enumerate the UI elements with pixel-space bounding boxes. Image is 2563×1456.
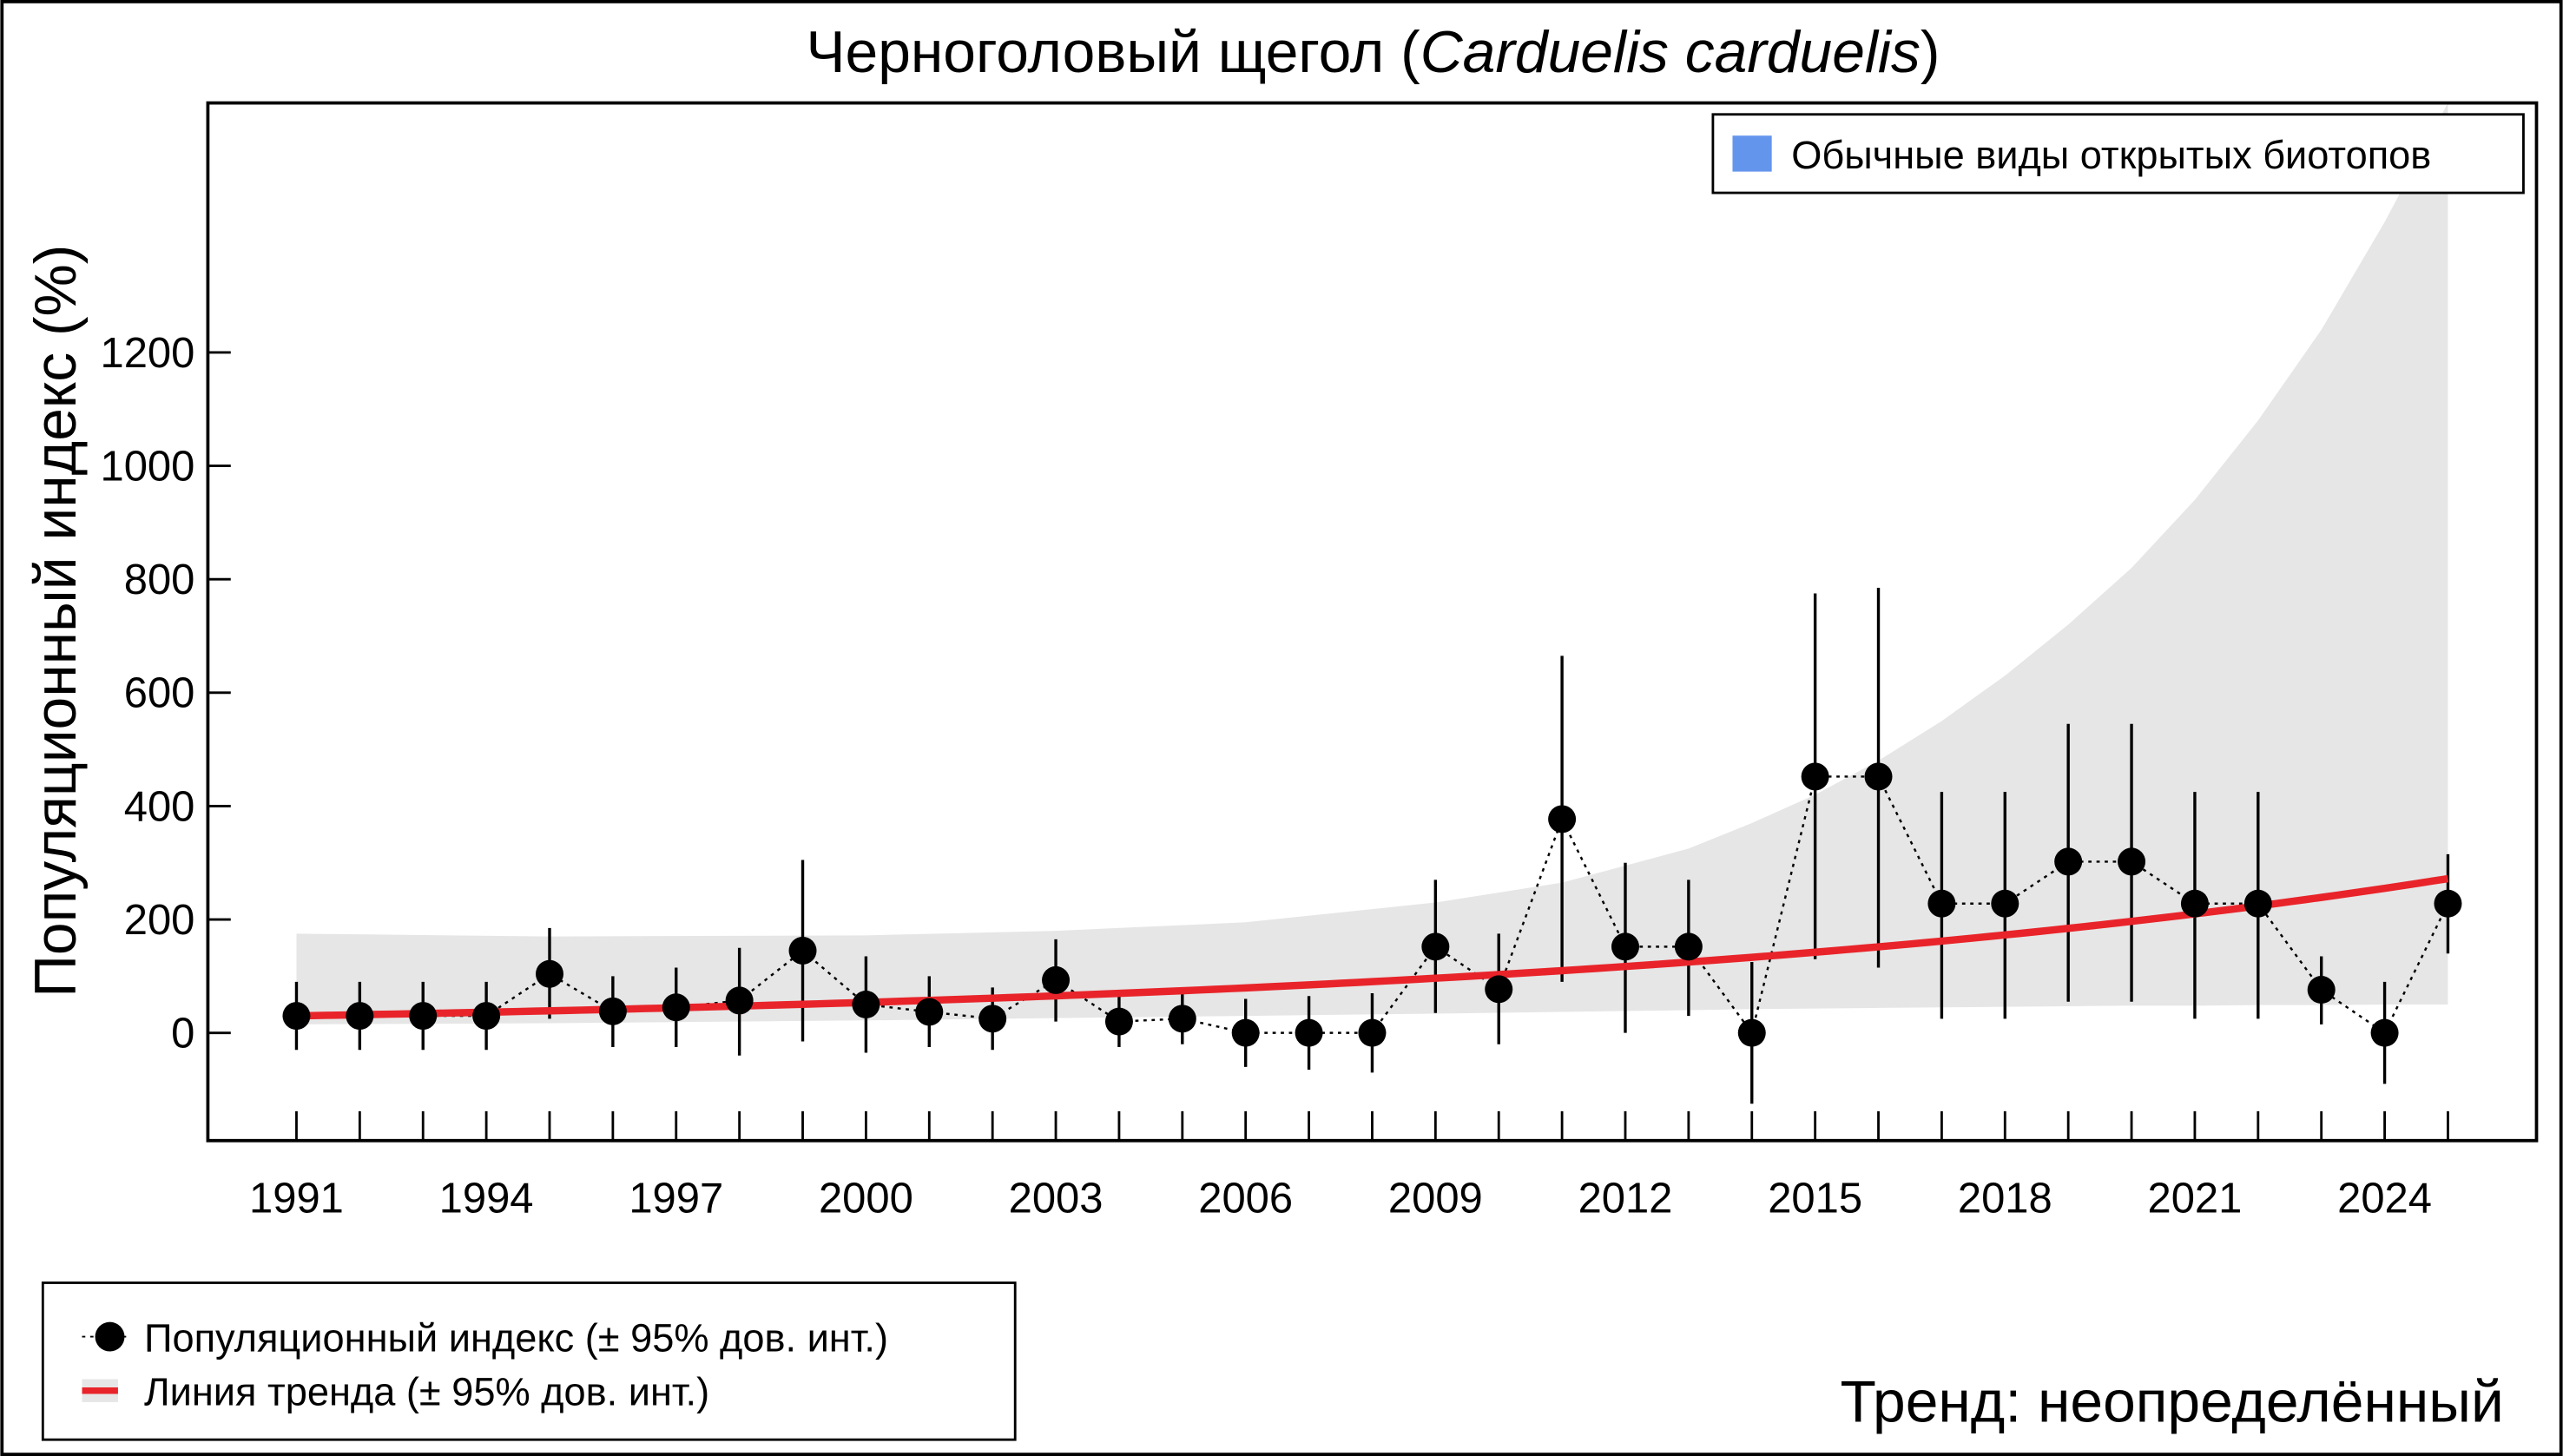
index-point: [2118, 847, 2146, 876]
index-point: [852, 991, 880, 1018]
index-point: [1927, 889, 1956, 918]
index-point: [1548, 805, 1577, 833]
index-point: [915, 998, 944, 1026]
index-point: [1295, 1018, 1323, 1047]
y-tick-label: 600: [124, 670, 195, 717]
index-point: [1864, 762, 1893, 791]
y-tick-label: 1000: [101, 443, 195, 490]
index-point: [282, 1002, 311, 1031]
index-point: [535, 959, 563, 988]
index-point: [1104, 1007, 1133, 1036]
x-tick-label: 1997: [629, 1176, 723, 1222]
x-tick-label: 2000: [819, 1176, 913, 1222]
chart-title: Черноголовый щегол (Carduelis carduelis): [806, 20, 1940, 85]
y-tick-label: 1200: [101, 330, 195, 377]
trend-status: Тренд: неопределённый: [1840, 1369, 2503, 1434]
series-legend: Популяционный индекс (± 95% дов. инт.) Л…: [41, 1281, 1017, 1441]
index-point: [1042, 965, 1071, 994]
x-tick-label: 2006: [1198, 1176, 1293, 1222]
index-point: [1421, 932, 1450, 961]
x-tick-label: 2021: [2148, 1176, 2243, 1222]
index-point: [472, 1002, 501, 1031]
index-legend-marker: [95, 1321, 125, 1352]
x-tick-label: 2015: [1768, 1176, 1862, 1222]
x-tick-label: 2003: [1009, 1176, 1104, 1222]
index-point: [725, 986, 754, 1015]
index-point: [1168, 1005, 1196, 1033]
index-point: [1801, 762, 1829, 791]
index-point: [1991, 889, 2019, 918]
habitat-color-swatch: [1732, 135, 1772, 172]
index-point: [346, 1002, 374, 1031]
index-point: [1485, 975, 1513, 1004]
habitat-legend: Обычные виды открытых биотопов: [1711, 113, 2525, 194]
index-point: [1737, 1018, 1766, 1047]
y-tick-label: 800: [124, 557, 195, 603]
index-point: [2434, 889, 2462, 918]
index-point: [662, 993, 690, 1022]
plot-area: 1991 1994 1997 2000 2003 2006 2009 2012 2015 2018…: [101, 102, 2462, 1222]
index-point: [2054, 847, 2083, 876]
x-tick-label: 2009: [1388, 1176, 1483, 1222]
plot-frame: [206, 101, 2539, 1143]
index-point: [1231, 1018, 1260, 1047]
index-point: [2307, 976, 2336, 1005]
x-tick-label: 2024: [2337, 1176, 2432, 1222]
x-tick-label: 2012: [1578, 1176, 1673, 1222]
trend-ci-band: [296, 102, 2448, 1024]
y-axis-label: Популяционный индекс (%): [23, 245, 89, 998]
y-tick-label: 0: [171, 1011, 194, 1057]
index-legend-label: Популяционный индекс (± 95% дов. инт.): [144, 1316, 888, 1360]
index-point: [2370, 1018, 2399, 1047]
index-point: [1611, 932, 1639, 961]
x-tick-label: 1991: [249, 1176, 344, 1222]
x-tick-label: 1994: [439, 1176, 534, 1222]
index-point: [1674, 932, 1703, 961]
index-point: [598, 997, 627, 1025]
y-tick-label: 200: [124, 897, 195, 944]
y-tick-label: 400: [124, 783, 195, 830]
index-point: [788, 936, 817, 965]
trend-legend-label: Линия тренда (± 95% дов. инт.): [144, 1370, 709, 1414]
trend-line: [296, 874, 2449, 1020]
habitat-legend-label: Обычные виды открытых биотопов: [1791, 133, 2431, 177]
index-point: [1358, 1018, 1387, 1047]
index-point: [978, 1005, 1007, 1033]
x-tick-label: 2018: [1958, 1176, 2052, 1222]
index-point: [2180, 889, 2209, 918]
index-point: [2243, 889, 2272, 918]
index-point: [409, 1002, 438, 1031]
